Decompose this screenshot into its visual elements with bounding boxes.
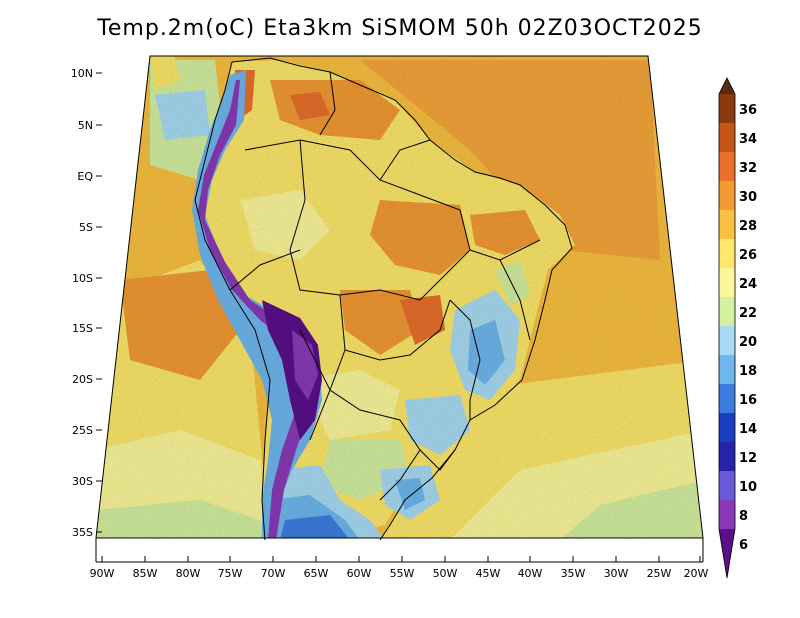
colorbar-bin — [719, 384, 735, 413]
lon-label: 40W — [518, 567, 543, 580]
colorbar-label: 8 — [739, 509, 748, 524]
colorbar-bin — [719, 123, 735, 152]
colorbar-label: 20 — [739, 335, 757, 350]
map-title: Temp.2m(oC) Eta3km SiSMOM 50h 02Z03OCT20… — [97, 16, 703, 41]
lat-label: 35S — [72, 526, 93, 539]
colorbar-label: 30 — [739, 190, 757, 205]
lat-label: 15S — [72, 322, 93, 335]
lat-label: EQ — [77, 170, 93, 183]
lat-axis: 10N 5N EQ 5S 10S 15S 20S 25S 30S 35S — [71, 67, 102, 539]
lat-label: 25S — [72, 424, 93, 437]
colorbar-label: 22 — [739, 306, 757, 321]
colorbar-label: 26 — [739, 248, 757, 263]
colorbar-label: 16 — [739, 393, 757, 408]
colorbar-label: 28 — [739, 219, 757, 234]
colorbar-bin — [719, 355, 735, 384]
lat-label: 5S — [79, 221, 93, 234]
lon-label: 55W — [390, 567, 415, 580]
lon-label: 65W — [304, 567, 329, 580]
colorbar-bin — [719, 326, 735, 355]
colorbar-bin — [719, 442, 735, 471]
colorbar-label: 32 — [739, 161, 757, 176]
lon-label: 50W — [433, 567, 458, 580]
colorbar-label: 24 — [739, 277, 757, 292]
colorbar-cap-top — [719, 78, 735, 94]
colorbar-label: 34 — [739, 132, 757, 147]
lon-axis: 90W 85W 80W 75W 70W 65W 60W 55W 50W 45W … — [90, 538, 709, 580]
lon-label: 45W — [476, 567, 501, 580]
colorbar-bin — [719, 239, 735, 268]
colorbar-label: 12 — [739, 451, 757, 466]
colorbar-bin — [719, 152, 735, 181]
colorbar-cap-bottom — [719, 529, 735, 578]
lat-label: 30S — [72, 475, 93, 488]
colorbar-bin — [719, 210, 735, 239]
lon-label: 30W — [604, 567, 629, 580]
colorbar-label: 18 — [739, 364, 757, 379]
colorbar-bin — [719, 297, 735, 326]
temperature-field — [96, 56, 703, 538]
lon-label: 60W — [347, 567, 372, 580]
lon-label: 80W — [176, 567, 201, 580]
lon-label: 35W — [561, 567, 586, 580]
country-borders — [194, 57, 573, 541]
lon-label: 25W — [647, 567, 672, 580]
colorbar-bin — [719, 471, 735, 500]
colorbar-label: 10 — [739, 480, 757, 495]
lat-label: 5N — [78, 119, 93, 132]
colorbar: 36 34 32 30 28 26 24 22 20 18 16 14 12 1… — [718, 77, 757, 579]
colorbar-label: 36 — [739, 103, 757, 118]
colorbar-bin — [719, 181, 735, 210]
lon-label: 85W — [133, 567, 158, 580]
colorbar-bin — [719, 413, 735, 442]
lon-label: 20W — [684, 567, 709, 580]
colorbar-label: 14 — [739, 422, 757, 437]
colorbar-bin — [719, 94, 735, 123]
colorbar-bin — [719, 500, 735, 529]
colorbar-bin — [719, 268, 735, 297]
lat-label: 10S — [72, 272, 93, 285]
lat-label: 20S — [72, 373, 93, 386]
colorbar-label: 6 — [739, 538, 748, 553]
lon-label: 90W — [90, 567, 115, 580]
lon-label: 70W — [261, 567, 286, 580]
lon-label: 75W — [218, 567, 243, 580]
lat-label: 10N — [71, 67, 93, 80]
